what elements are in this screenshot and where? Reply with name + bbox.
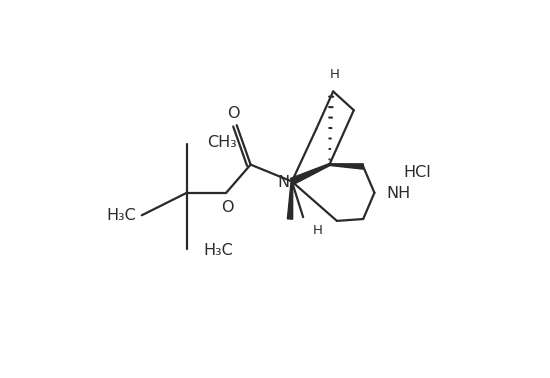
Text: NH: NH bbox=[387, 186, 411, 201]
Text: HCl: HCl bbox=[404, 164, 431, 180]
Polygon shape bbox=[329, 164, 364, 169]
Text: H₃C: H₃C bbox=[106, 208, 136, 223]
Text: H₃C: H₃C bbox=[204, 243, 233, 258]
Text: O: O bbox=[227, 107, 239, 121]
Text: O: O bbox=[221, 200, 233, 214]
Text: H: H bbox=[313, 224, 323, 237]
Polygon shape bbox=[288, 181, 293, 219]
Text: H: H bbox=[330, 68, 340, 81]
Text: N: N bbox=[278, 175, 290, 190]
Polygon shape bbox=[290, 164, 330, 184]
Text: CH₃: CH₃ bbox=[207, 135, 237, 150]
